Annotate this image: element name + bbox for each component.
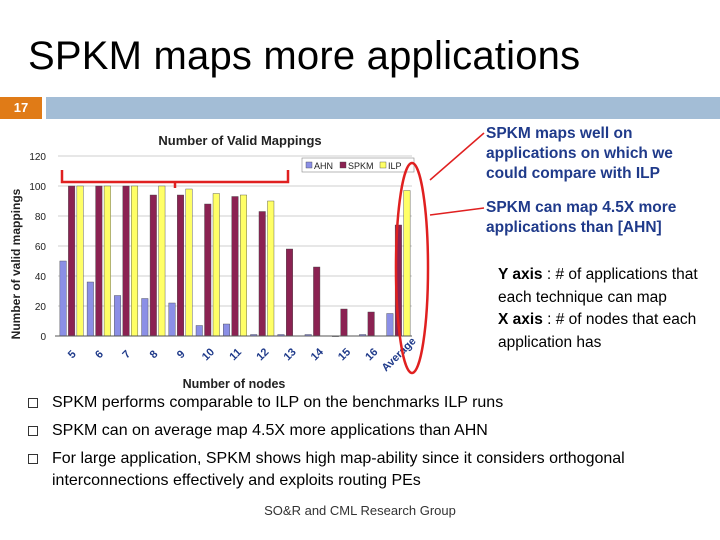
bar-ahn-6 <box>86 281 94 337</box>
legend-label-spkm: SPKM <box>348 161 374 171</box>
bullet-square-icon <box>28 426 38 436</box>
y-axis-note-label: Y axis <box>498 266 543 283</box>
bar-ilp-6 <box>103 185 111 337</box>
bar-spkm-14 <box>313 266 321 337</box>
x-tick-label: 15 <box>336 346 353 363</box>
legend-swatch-ilp <box>379 161 387 169</box>
bar-spkm-16 <box>367 311 375 337</box>
legend-swatch-spkm <box>339 161 347 169</box>
bar-spkm-average <box>394 224 402 337</box>
x-tick-label: 16 <box>363 346 380 363</box>
bar-ilp-10 <box>212 193 220 337</box>
x-tick-label: 14 <box>309 346 327 364</box>
bullet-item: SPKM can on average map 4.5X more applic… <box>28 420 718 442</box>
y-tick-labels: 0 20 40 60 80 100 120 <box>29 152 46 343</box>
bar-groups <box>59 185 411 337</box>
bar-spkm-9 <box>177 194 184 337</box>
bullet-item: SPKM performs comparable to ILP on the b… <box>28 392 718 414</box>
title-bar <box>46 97 720 119</box>
chart-legend: AHN SPKM ILP <box>301 157 415 173</box>
slide-number: 17 <box>0 97 42 119</box>
legend-label-ahn: AHN <box>314 161 333 171</box>
bar-spkm-8 <box>149 194 157 337</box>
x-tick-label: 12 <box>254 346 271 363</box>
bar-ahn-8 <box>141 298 149 337</box>
x-tick-label: 7 <box>120 348 133 361</box>
bar-ilp-7 <box>131 185 139 337</box>
bar-ahn-7 <box>114 295 122 337</box>
x-tick-label: 11 <box>227 346 244 363</box>
bullet-square-icon <box>28 454 38 464</box>
footer-credit: SO&R and CML Research Group <box>264 503 456 518</box>
bar-spkm-5 <box>68 185 76 337</box>
callout-ilp-comparison: SPKM maps well on applications on which … <box>486 125 673 182</box>
y-axis-note-text: : # of applications that each technique … <box>498 266 698 306</box>
bar-ilp-11 <box>240 194 247 337</box>
y-axis-label: Number of valid mappings <box>9 188 23 339</box>
bar-spkm-10 <box>204 203 212 337</box>
y-tick-label: 40 <box>35 272 47 283</box>
y-tick-label: 0 <box>40 332 46 343</box>
bullet-text: For large application, SPKM shows high m… <box>52 450 625 489</box>
bullet-text: SPKM performs comparable to ILP on the b… <box>52 394 504 411</box>
bar-spkm-11 <box>231 196 239 337</box>
bar-spkm-15 <box>340 308 348 337</box>
y-tick-label: 20 <box>35 302 47 313</box>
bar-ilp-average <box>403 190 411 337</box>
bar-ilp-5 <box>76 185 84 337</box>
bar-ilp-9 <box>185 188 193 337</box>
bullet-square-icon <box>28 398 38 408</box>
bar-ilp-8 <box>158 185 166 337</box>
x-tick-label: 6 <box>93 348 106 361</box>
valid-mappings-chart: Number of Valid Mappings Number of valid… <box>9 133 419 391</box>
y-tick-label: 80 <box>35 212 47 223</box>
bar-spkm-6 <box>95 185 103 337</box>
bullet-text: SPKM can on average map 4.5X more applic… <box>52 422 488 439</box>
x-tick-label: 10 <box>200 346 217 363</box>
axes-explanation: Y axis : # of applications that each tec… <box>498 264 718 354</box>
y-tick-label: 100 <box>29 182 46 193</box>
bar-ahn-11 <box>223 323 230 337</box>
bar-ahn-10 <box>195 325 203 337</box>
bar-spkm-7 <box>122 185 130 337</box>
bar-spkm-12 <box>258 211 266 337</box>
callout-4-5x-more: SPKM can map 4.5X more applications than… <box>486 199 677 236</box>
bullet-list: SPKM performs comparable to ILP on the b… <box>28 392 718 498</box>
x-axis-label: Number of nodes <box>183 377 286 391</box>
bar-ahn-average <box>386 313 394 337</box>
slide-title: SPKM maps more applications <box>28 34 581 78</box>
legend-label-ilp: ILP <box>388 161 402 171</box>
x-tick-label: 13 <box>282 346 299 363</box>
chart-title: Number of Valid Mappings <box>158 133 321 148</box>
bullet-item: For large application, SPKM shows high m… <box>28 448 718 492</box>
bar-ilp-12 <box>267 200 275 337</box>
x-tick-label: 8 <box>148 348 161 361</box>
x-axis-note-label: X axis <box>498 311 543 328</box>
x-axis-note-text: : # of nodes that each application has <box>498 311 697 351</box>
y-tick-label: 120 <box>29 152 46 163</box>
legend-swatch-ahn <box>305 161 313 169</box>
bar-ahn-5 <box>59 260 67 337</box>
x-tick-label: 9 <box>175 348 188 361</box>
x-tick-label: Average <box>380 335 419 374</box>
bar-ahn-9 <box>168 302 176 337</box>
y-tick-label: 60 <box>35 242 47 253</box>
x-tick-label: 5 <box>66 348 79 361</box>
x-tick-labels: 5 6 7 8 9 10 11 12 13 14 15 16 Average <box>66 335 419 374</box>
bar-spkm-13 <box>286 248 293 337</box>
